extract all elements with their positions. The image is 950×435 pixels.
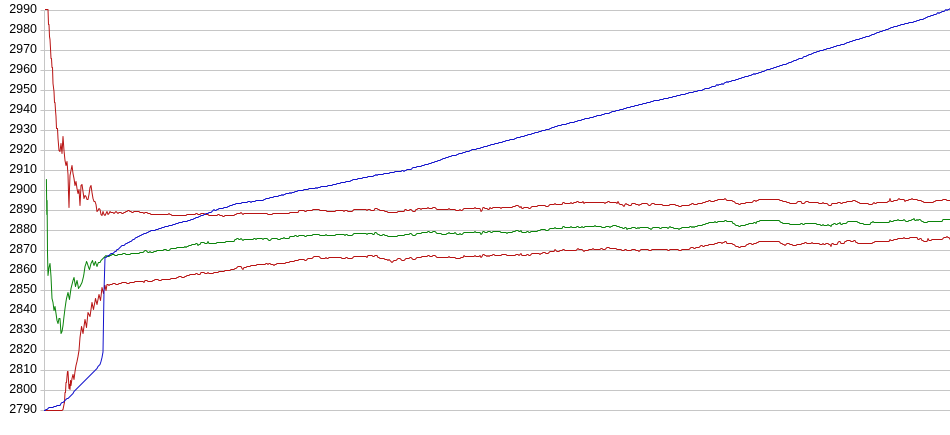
svg-text:2870: 2870 bbox=[9, 242, 37, 256]
svg-text:2890: 2890 bbox=[9, 202, 37, 216]
svg-text:2880: 2880 bbox=[9, 222, 37, 236]
svg-text:2810: 2810 bbox=[9, 362, 37, 376]
svg-text:2990: 2990 bbox=[9, 2, 37, 16]
svg-text:2910: 2910 bbox=[9, 162, 37, 176]
svg-text:2790: 2790 bbox=[9, 402, 37, 416]
svg-text:2970: 2970 bbox=[9, 42, 37, 56]
svg-text:2940: 2940 bbox=[9, 102, 37, 116]
svg-text:2850: 2850 bbox=[9, 282, 37, 296]
svg-text:2820: 2820 bbox=[9, 342, 37, 356]
svg-text:2900: 2900 bbox=[9, 182, 37, 196]
svg-text:2860: 2860 bbox=[9, 262, 37, 276]
svg-text:2800: 2800 bbox=[9, 382, 37, 396]
svg-text:2950: 2950 bbox=[9, 82, 37, 96]
svg-text:2960: 2960 bbox=[9, 62, 37, 76]
svg-text:2920: 2920 bbox=[9, 142, 37, 156]
svg-text:2840: 2840 bbox=[9, 302, 37, 316]
svg-text:2980: 2980 bbox=[9, 22, 37, 36]
svg-text:2830: 2830 bbox=[9, 322, 37, 336]
svg-text:2930: 2930 bbox=[9, 122, 37, 136]
